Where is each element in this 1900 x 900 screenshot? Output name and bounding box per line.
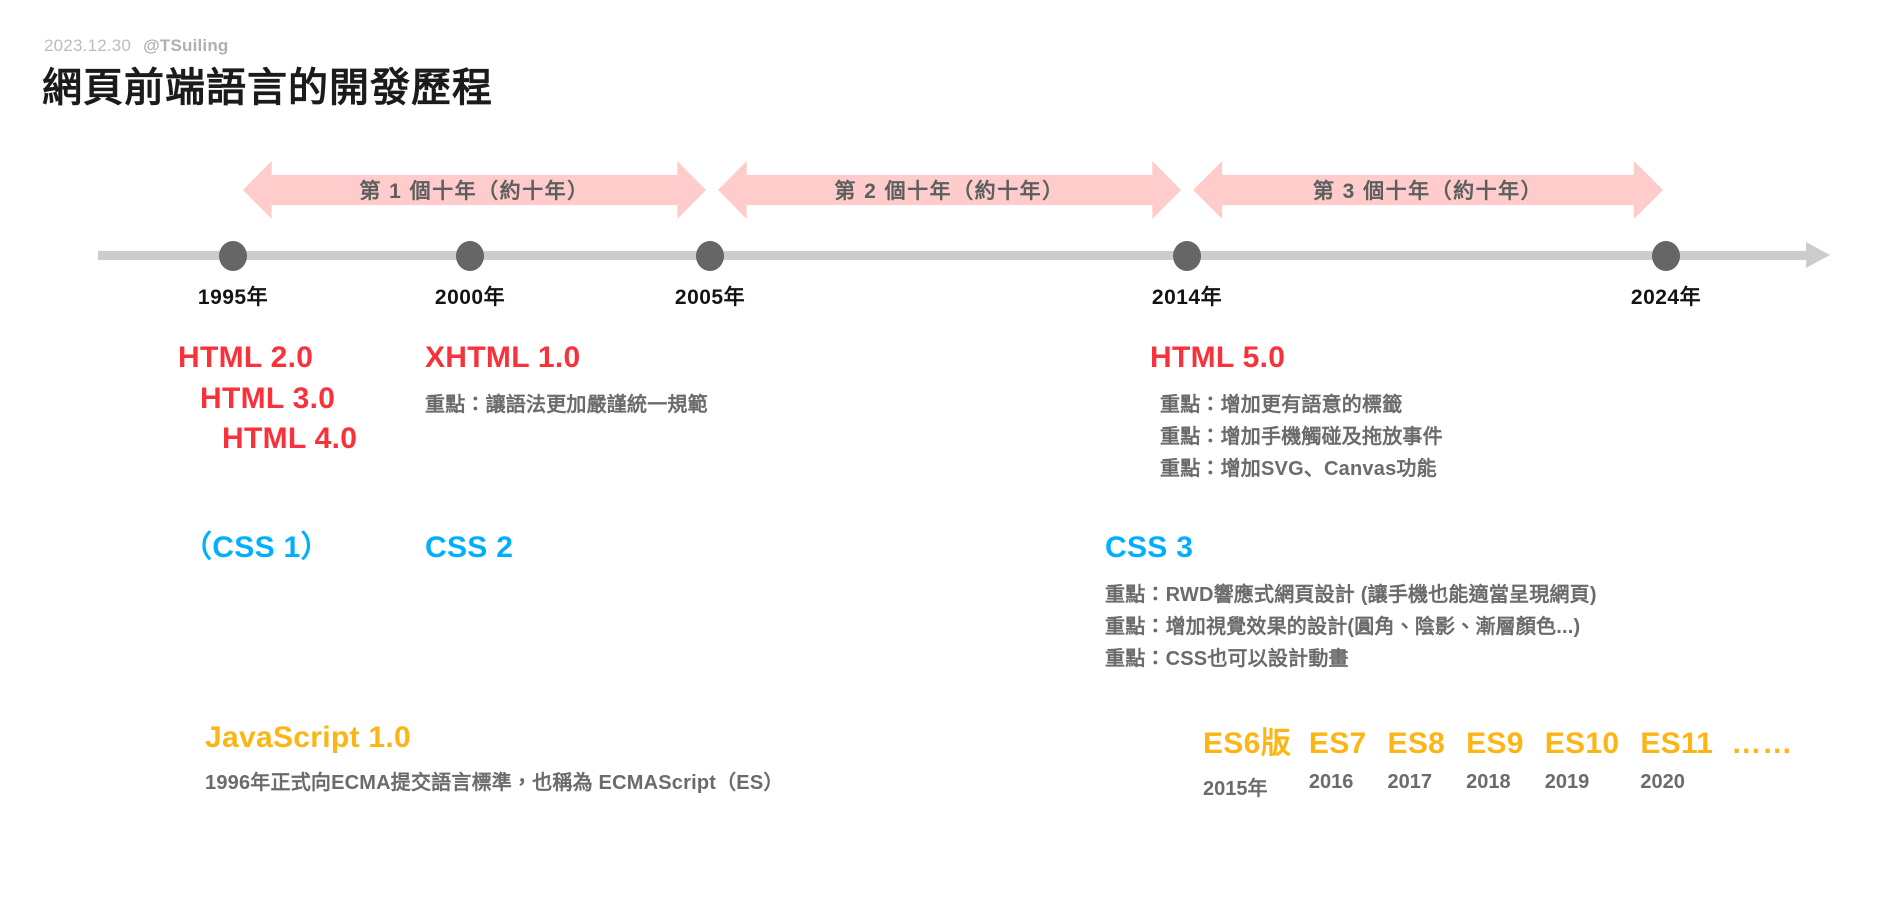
timeline-axis xyxy=(98,251,1810,260)
decade-label: 第 2 個十年（約十年） xyxy=(834,180,1065,203)
css3-note: 重點：RWD響應式網頁設計 (讓手機也能適當呈現網頁) xyxy=(1105,583,1597,606)
xhtml-note: 重點：讓語法更加嚴謹統一規範 xyxy=(425,393,708,416)
xhtml-group: XHTML 1.0 重點：讓語法更加嚴謹統一規範 xyxy=(425,338,708,421)
html5-title: HTML 5.0 xyxy=(1150,341,1286,374)
es-version-name: ES11 xyxy=(1640,727,1714,760)
html-version-2: HTML 2.0 xyxy=(178,341,314,374)
decade-label: 第 3 個十年（約十年） xyxy=(1312,180,1544,203)
html-early-versions: HTML 2.0 HTML 3.0 HTML 4.0 xyxy=(178,338,357,460)
es-version-year: 2019 xyxy=(1544,771,1590,793)
es-version-year: 2017 xyxy=(1387,771,1433,793)
timeline-year-label: 2024年 xyxy=(1630,286,1702,309)
css2-title: CSS 2 xyxy=(425,531,514,564)
es-version-item: ES7 2016 xyxy=(1309,727,1367,794)
es-version-name: ES7 xyxy=(1308,727,1367,760)
css1-group: （CSS 1） xyxy=(182,528,331,569)
decade-band-3: 第 3 個十年（約十年） xyxy=(1193,161,1663,219)
decade-band-1: 第 1 個十年（約十年） xyxy=(243,161,706,219)
timeline-dot-2014 xyxy=(1173,241,1201,271)
es-version-item: ES9 2018 xyxy=(1466,727,1524,794)
timeline-year-label: 2000年 xyxy=(434,286,506,309)
javascript-title: JavaScript 1.0 xyxy=(205,721,411,754)
es-version-year: 2016 xyxy=(1308,771,1354,793)
decade-band-2: 第 2 個十年（約十年） xyxy=(718,161,1181,219)
publish-date: 2023.12.30 xyxy=(44,36,132,55)
css3-title: CSS 3 xyxy=(1105,531,1194,564)
css2-group: CSS 2 xyxy=(425,528,513,569)
es-version-item: ES8 2017 xyxy=(1388,727,1446,794)
html5-note: 重點：增加手機觸碰及拖放事件 xyxy=(1160,425,1443,448)
html5-note: 重點：增加更有語意的標籤 xyxy=(1160,393,1403,416)
timeline-dot-2000 xyxy=(456,241,484,271)
css3-note: 重點：增加視覺效果的設計(圓角、陰影、漸層顏色...) xyxy=(1105,615,1581,638)
timeline-dot-1995 xyxy=(219,241,247,271)
javascript-note: 1996年正式向ECMA提交語言標準，也稱為 ECMAScript（ES） xyxy=(205,771,784,794)
es-version-item: ES6版 2015年 xyxy=(1203,718,1291,801)
html5-note: 重點：增加SVG、Canvas功能 xyxy=(1160,457,1437,480)
css1-title: （CSS 1） xyxy=(182,531,331,564)
es-version-name: ES9 xyxy=(1466,727,1524,760)
byline: 2023.12.30 @TSuiling xyxy=(44,36,229,56)
es-version-name: ES6版 xyxy=(1203,727,1291,760)
timeline-dot-2005 xyxy=(696,241,724,271)
es-version-year: 2015年 xyxy=(1203,778,1268,800)
author-handle: @TSuiling xyxy=(143,36,229,55)
html-version-3: HTML 3.0 xyxy=(200,381,336,415)
es-version-row: ES6版 2015年 ES7 2016 ES8 2017 ES9 2018 ES… xyxy=(1203,718,1793,801)
html5-group: HTML 5.0 重點：增加更有語意的標籤 重點：增加手機觸碰及拖放事件 重點：… xyxy=(1150,338,1443,485)
es-version-name: ES8 xyxy=(1387,727,1446,760)
decade-label: 第 1 個十年（約十年） xyxy=(359,180,590,203)
es-version-item: ES11 2020 xyxy=(1640,727,1713,794)
timeline-dot-2024 xyxy=(1652,241,1680,271)
es-versions-group: ES6版 2015年 ES7 2016 ES8 2017 ES9 2018 ES… xyxy=(1203,718,1793,801)
es-version-item: ES10 2019 xyxy=(1545,727,1620,794)
timeline-year-label: 2014年 xyxy=(1151,286,1223,309)
css3-group: CSS 3 重點：RWD響應式網頁設計 (讓手機也能適當呈現網頁) 重點：增加視… xyxy=(1105,528,1597,675)
axis-arrow-icon xyxy=(1806,242,1830,268)
xhtml-title: XHTML 1.0 xyxy=(425,341,581,374)
html-version-4: HTML 4.0 xyxy=(222,422,358,455)
css3-note: 重點：CSS也可以設計動畫 xyxy=(1105,647,1349,670)
es-more-indicator: …… xyxy=(1731,727,1794,760)
page-title: 網頁前端語言的開發歷程 xyxy=(42,66,493,110)
es-version-year: 2018 xyxy=(1466,771,1511,793)
javascript-group: JavaScript 1.0 1996年正式向ECMA提交語言標準，也稱為 EC… xyxy=(205,718,784,799)
timeline-year-label: 2005年 xyxy=(674,286,746,309)
timeline-year-label: 1995年 xyxy=(197,286,269,309)
es-version-year: 2020 xyxy=(1640,771,1685,793)
es-version-name: ES10 xyxy=(1544,727,1620,760)
